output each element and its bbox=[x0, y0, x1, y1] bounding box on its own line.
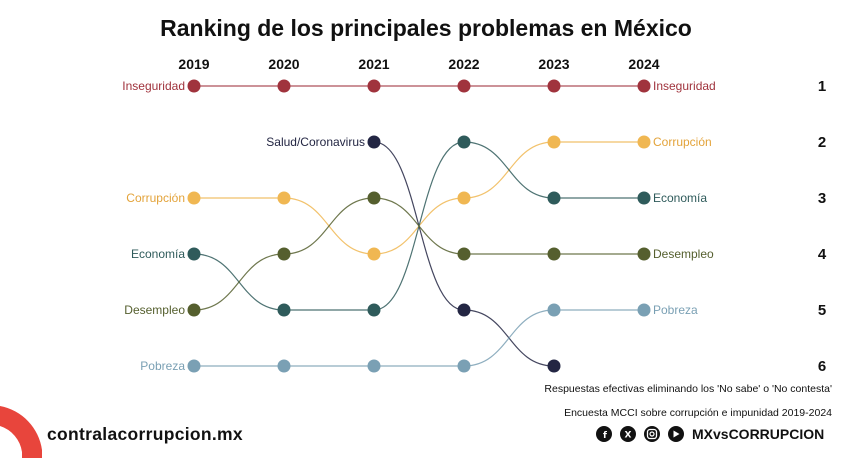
point-salud-coronavirus-2022 bbox=[457, 303, 471, 317]
label-end-economia: Economía bbox=[653, 191, 707, 205]
series-line-desempleo bbox=[193, 197, 644, 311]
series-line-salud-coronavirus bbox=[373, 141, 555, 367]
youtube-icon[interactable] bbox=[668, 426, 684, 442]
label-end-desempleo: Desempleo bbox=[653, 247, 714, 261]
year-label-2020: 2020 bbox=[268, 56, 299, 72]
brand-url: contralacorrupcion.mx bbox=[47, 424, 243, 444]
label-start-corrupcion: Corrupción bbox=[126, 191, 185, 205]
point-corrupcion-2023 bbox=[547, 135, 561, 149]
point-economia-2021 bbox=[367, 303, 381, 317]
point-corrupcion-2024 bbox=[637, 135, 651, 149]
year-label-2024: 2024 bbox=[628, 56, 659, 72]
brand-logo bbox=[0, 406, 42, 458]
point-inseguridad-2022 bbox=[457, 79, 471, 93]
rank-label-4: 4 bbox=[818, 246, 827, 263]
point-desempleo-2019 bbox=[187, 303, 201, 317]
point-corrupcion-2020 bbox=[277, 191, 291, 205]
year-label-2021: 2021 bbox=[358, 56, 389, 72]
label-start-inseguridad: Inseguridad bbox=[122, 79, 185, 93]
label-end-pobreza: Pobreza bbox=[653, 303, 698, 317]
point-corrupcion-2022 bbox=[457, 191, 471, 205]
note-source: Encuesta MCCI sobre corrupción e impunid… bbox=[564, 407, 832, 419]
label-end-corrupcion: Corrupción bbox=[653, 135, 712, 149]
point-salud-coronavirus-2021 bbox=[367, 135, 381, 149]
point-economia-2022 bbox=[457, 135, 471, 149]
point-salud-coronavirus-2023 bbox=[547, 359, 561, 373]
rank-label-5: 5 bbox=[818, 302, 826, 319]
note-responses: Respuestas efectivas eliminando los 'No … bbox=[544, 383, 832, 395]
label-start-pobreza: Pobreza bbox=[140, 359, 185, 373]
point-pobreza-2023 bbox=[547, 303, 561, 317]
point-inseguridad-2021 bbox=[367, 79, 381, 93]
point-desempleo-2022 bbox=[457, 247, 471, 261]
point-desempleo-2020 bbox=[277, 247, 291, 261]
year-axis: 2019 2020 2021 2022 2023 2024 bbox=[178, 56, 659, 72]
point-pobreza-2022 bbox=[457, 359, 471, 373]
point-corrupcion-2021 bbox=[367, 247, 381, 261]
series-labels: Inseguridad Inseguridad Salud/Coronavirus C… bbox=[122, 79, 715, 373]
point-inseguridad-2023 bbox=[547, 79, 561, 93]
point-corrupcion-2019 bbox=[187, 191, 201, 205]
year-label-2019: 2019 bbox=[178, 56, 209, 72]
svg-text:X: X bbox=[625, 431, 632, 441]
point-economia-2019 bbox=[187, 247, 201, 261]
social-handle: MXvsCORRUPCION bbox=[692, 426, 824, 442]
series-points bbox=[187, 79, 651, 373]
facebook-icon[interactable]: f bbox=[596, 426, 612, 442]
rank-label-1: 1 bbox=[818, 78, 826, 95]
label-end-inseguridad: Inseguridad bbox=[653, 79, 716, 93]
series-line-pobreza bbox=[194, 309, 644, 367]
rank-label-6: 6 bbox=[818, 358, 826, 375]
point-economia-2023 bbox=[547, 191, 561, 205]
chart-title: Ranking de los principales problemas en … bbox=[160, 15, 692, 41]
point-pobreza-2021 bbox=[367, 359, 381, 373]
label-start-desempleo: Desempleo bbox=[124, 303, 185, 317]
point-economia-2020 bbox=[277, 303, 291, 317]
point-pobreza-2020 bbox=[277, 359, 291, 373]
label-start-salud-coronavirus: Salud/Coronavirus bbox=[266, 135, 365, 149]
instagram-icon[interactable] bbox=[644, 426, 660, 442]
rank-label-2: 2 bbox=[818, 134, 826, 151]
label-start-economia: Economía bbox=[131, 247, 185, 261]
point-pobreza-2019 bbox=[187, 359, 201, 373]
point-desempleo-2021 bbox=[367, 191, 381, 205]
series-lines bbox=[193, 85, 644, 367]
point-inseguridad-2020 bbox=[277, 79, 291, 93]
point-inseguridad-2024 bbox=[637, 79, 651, 93]
point-inseguridad-2019 bbox=[187, 79, 201, 93]
svg-text:f: f bbox=[603, 431, 607, 441]
point-economia-2024 bbox=[637, 191, 651, 205]
year-label-2022: 2022 bbox=[448, 56, 479, 72]
rank-axis: 1 2 3 4 5 6 bbox=[818, 78, 827, 375]
point-desempleo-2024 bbox=[637, 247, 651, 261]
rank-label-3: 3 bbox=[818, 190, 826, 207]
year-label-2023: 2023 bbox=[538, 56, 569, 72]
point-pobreza-2024 bbox=[637, 303, 651, 317]
point-desempleo-2023 bbox=[547, 247, 561, 261]
x-icon[interactable]: X bbox=[620, 426, 636, 442]
